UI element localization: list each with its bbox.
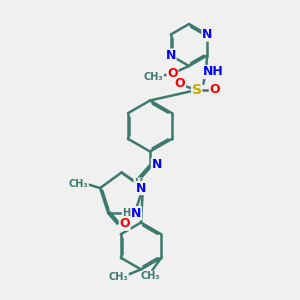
Text: N: N: [202, 28, 212, 41]
Text: N: N: [136, 182, 147, 194]
Text: CH₃: CH₃: [69, 178, 88, 188]
Text: S: S: [192, 83, 202, 97]
Text: N: N: [131, 207, 141, 220]
Text: NH: NH: [203, 65, 224, 79]
Text: CH₃: CH₃: [109, 272, 128, 282]
Text: CH₃: CH₃: [141, 271, 161, 281]
Text: CH₃: CH₃: [144, 71, 164, 82]
Text: O: O: [167, 67, 178, 80]
Text: O: O: [209, 83, 220, 97]
Text: N: N: [152, 158, 162, 172]
Text: H: H: [122, 208, 130, 218]
Text: N: N: [166, 49, 176, 62]
Text: O: O: [175, 77, 185, 91]
Text: H: H: [134, 178, 142, 188]
Text: O: O: [119, 217, 130, 230]
